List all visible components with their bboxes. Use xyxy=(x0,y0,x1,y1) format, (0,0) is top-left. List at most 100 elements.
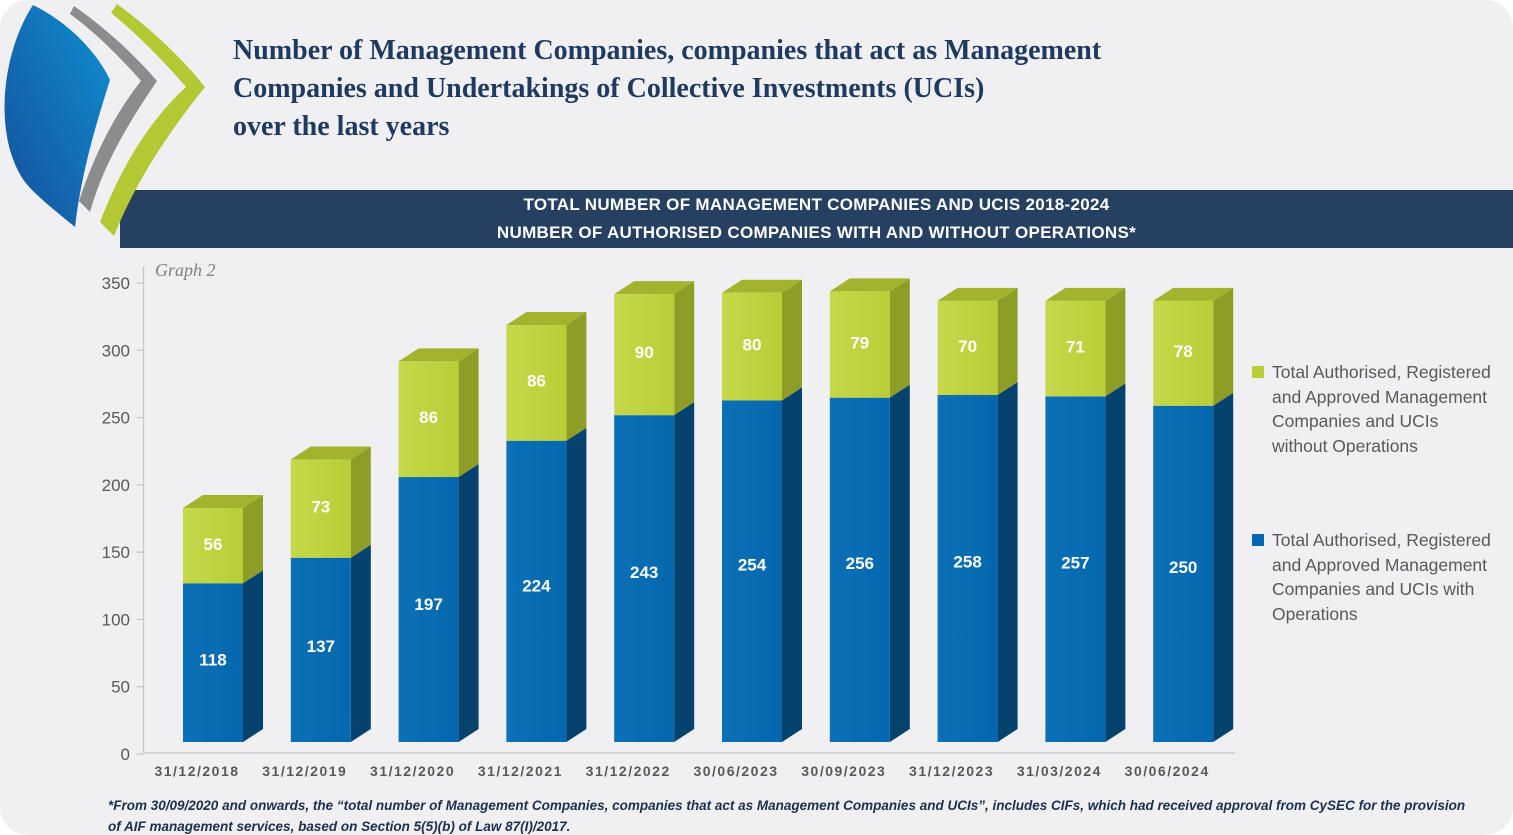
legend-item-without-operations: Total Authorised, Registered and Approve… xyxy=(1252,360,1508,458)
bar-side-without-operations xyxy=(889,278,910,398)
chart-title-banner: TOTAL NUMBER OF MANAGEMENT COMPANIES AND… xyxy=(120,190,1513,248)
x-axis-tick-label: 30/06/2024 xyxy=(1125,763,1210,779)
footnote-line-1: *From 30/09/2020 and onwards, the “total… xyxy=(108,798,1466,813)
bar-side-with-operations xyxy=(1213,392,1234,742)
bar-segment-without-operations xyxy=(398,361,459,478)
bar-segment-with-operations xyxy=(1045,396,1106,742)
y-axis-tick-label: 50 xyxy=(111,678,130,697)
bar-segment-without-operations xyxy=(1153,300,1214,406)
cysec-logo xyxy=(4,4,205,236)
bar-top-face xyxy=(829,278,910,292)
bar-value-label-with-operations: 243 xyxy=(630,563,658,582)
bar-side-without-operations xyxy=(243,494,263,584)
bar-value-label-without-operations: 86 xyxy=(419,408,438,427)
bar-top-face xyxy=(937,287,1018,301)
bar-side-with-operations xyxy=(458,464,479,742)
x-axis-tick-label: 31/12/2022 xyxy=(586,763,671,779)
banner-line-1: TOTAL NUMBER OF MANAGEMENT COMPANIES AND… xyxy=(523,195,1110,214)
bar-value-label-without-operations: 90 xyxy=(635,343,654,362)
bar-segment-with-operations xyxy=(398,477,459,742)
legend-text-with-operations: Total Authorised, Registered and Approve… xyxy=(1272,528,1491,626)
y-axis-tick-label: 250 xyxy=(102,409,130,428)
bar-side-with-operations xyxy=(889,384,910,742)
bar-segment-without-operations xyxy=(1045,300,1106,397)
x-axis-tick-label: 31/12/2018 xyxy=(154,763,239,779)
x-axis-tick-label: 31/12/2019 xyxy=(262,763,347,779)
logo-blue-leaf xyxy=(4,5,110,227)
footnote-line-2: of AIF management services, based on Sec… xyxy=(108,819,571,834)
x-axis-tick-label: 31/12/2023 xyxy=(909,763,994,779)
bar-segment-without-operations xyxy=(506,325,567,441)
y-axis-tick-label: 0 xyxy=(121,745,130,764)
bar-side-with-operations xyxy=(782,387,802,742)
bar-top-face xyxy=(722,279,802,293)
bar-side-without-operations xyxy=(350,446,371,558)
bar-top-face xyxy=(290,446,371,460)
bar-side-without-operations xyxy=(1105,287,1126,397)
bar-segment-with-operations xyxy=(506,440,567,742)
bar-segment-with-operations xyxy=(937,394,998,742)
page-title-line-3: over the last years xyxy=(233,111,450,142)
y-axis-tick-label: 150 xyxy=(102,543,130,562)
bar-side-with-operations xyxy=(1105,383,1126,742)
page-title-line-1: Number of Management Companies, companie… xyxy=(233,35,1102,66)
bar-top-face xyxy=(183,494,263,508)
bar-side-with-operations xyxy=(566,427,587,742)
legend-line: Companies and UCIs with xyxy=(1272,579,1475,599)
x-axis-tick-label: 31/12/2020 xyxy=(370,763,455,779)
chart-legend: Total Authorised, Registered and Approve… xyxy=(1252,360,1508,626)
bar-side-without-operations xyxy=(458,348,479,478)
legend-line: Companies and UCIs xyxy=(1272,411,1439,431)
bar-segment-without-operations xyxy=(290,459,351,558)
footnote: *From 30/09/2020 and onwards, the “total… xyxy=(108,795,1465,835)
bar-side-without-operations xyxy=(782,279,802,401)
bar-value-label-with-operations: 257 xyxy=(1061,553,1089,572)
x-axis-tick-label: 31/12/2021 xyxy=(478,763,563,779)
bar-value-label-with-operations: 256 xyxy=(846,554,874,573)
legend-line: and Approved Management xyxy=(1272,386,1488,407)
bar-value-label-without-operations: 70 xyxy=(958,337,977,356)
legend-line: Operations xyxy=(1272,603,1358,624)
bar-top-face xyxy=(614,281,695,295)
bar-segment-with-operations xyxy=(1153,405,1214,742)
bar-top-face xyxy=(398,348,479,362)
bar-segment-without-operations xyxy=(183,507,243,584)
bar-segment-with-operations xyxy=(183,583,243,742)
page-title: Number of Management Companies, companie… xyxy=(233,32,1101,146)
legend-line: Total Authorised, Registered xyxy=(1272,362,1491,382)
bar-top-face xyxy=(1153,287,1234,301)
x-axis-tick-label: 30/09/2023 xyxy=(801,763,886,779)
bar-segment-without-operations xyxy=(937,300,998,395)
graph-number-label: Graph 2 xyxy=(155,260,216,280)
bar-value-label-without-operations: 56 xyxy=(204,535,223,554)
bar-side-with-operations xyxy=(997,381,1018,742)
bar-side-with-operations xyxy=(674,402,695,742)
bar-segment-without-operations xyxy=(614,294,675,416)
bar-value-label-with-operations: 197 xyxy=(414,595,442,614)
bar-side-with-operations xyxy=(243,570,263,742)
bar-value-label-without-operations: 86 xyxy=(527,372,546,391)
bar-side-without-operations xyxy=(1213,287,1234,406)
legend-line: without Operations xyxy=(1272,435,1418,456)
legend-line: and Approved Management xyxy=(1272,554,1488,575)
logo-gray-chevron xyxy=(70,6,157,212)
bar-value-label-without-operations: 71 xyxy=(1066,338,1085,357)
legend-text-without-operations: Total Authorised, Registered and Approve… xyxy=(1272,360,1491,458)
y-axis-tick-label: 350 xyxy=(102,274,130,293)
page-title-line-2: Companies and Undertakings of Collective… xyxy=(233,73,985,104)
bar-value-label-with-operations: 254 xyxy=(738,555,767,574)
y-axis-tick-label: 200 xyxy=(102,476,130,495)
bar-value-label-without-operations: 80 xyxy=(743,335,762,354)
y-axis-tick-label: 300 xyxy=(102,341,130,360)
bar-side-without-operations xyxy=(566,312,587,441)
bar-value-label-without-operations: 78 xyxy=(1174,342,1193,361)
y-axis-tick-label: 100 xyxy=(102,610,130,629)
bar-value-label-with-operations: 137 xyxy=(307,637,335,656)
bar-segment-with-operations xyxy=(722,400,782,742)
bar-value-label-with-operations: 250 xyxy=(1169,558,1197,577)
bar-side-without-operations xyxy=(997,287,1018,395)
bar-side-without-operations xyxy=(674,281,695,416)
legend-marker-blue xyxy=(1252,534,1264,546)
logo-green-chevron xyxy=(100,4,205,236)
bar-segment-without-operations xyxy=(829,291,890,398)
